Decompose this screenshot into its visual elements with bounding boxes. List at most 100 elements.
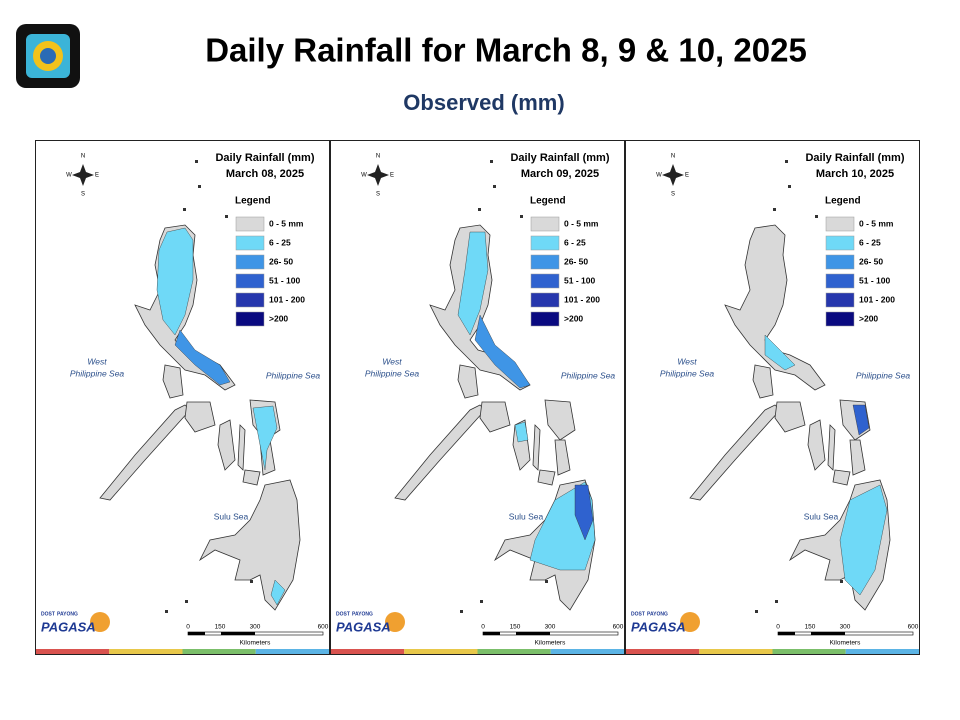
sea-label: Sulu Sea [804,511,839,521]
island [184,401,216,433]
sea-label: Philippine Sea [70,368,125,378]
compass-label: N [81,154,85,160]
scale-bar [221,632,255,635]
compass-rose [367,164,389,186]
logo-name: PAGASA [631,619,686,634]
scale-bar [778,632,795,635]
rainfall-area [574,484,594,541]
rainfall-area [474,314,531,389]
legend-title: Legend [235,196,271,207]
scale-unit: Kilometers [830,640,861,647]
island [689,404,781,501]
legend-swatch [235,216,265,232]
islet [195,160,198,163]
islet [775,600,778,603]
scale-label: 300 [250,624,261,631]
island [237,424,246,471]
islet [840,580,843,583]
scale-unit: Kilometers [535,640,566,647]
legend-label: 51 - 100 [859,275,890,285]
legend-label: 6 - 25 [269,237,291,247]
rainfall-area [270,579,286,606]
compass-label: E [95,173,99,179]
scale-label: 300 [545,624,556,631]
islet [545,580,548,583]
island [457,364,479,399]
logo-agency: DOST [336,611,350,617]
scale-bar [811,632,845,635]
legend-swatch [235,292,265,308]
legend-swatch [235,235,265,251]
islet [490,160,493,163]
rainfall-area [174,329,231,386]
compass-label: E [390,173,394,179]
map-panel: Daily Rainfall (mm) March 09, 2025 N E S W Leg… [330,140,625,655]
compass-label: S [376,192,380,198]
compass-label: N [671,154,675,160]
color-strip [626,649,700,654]
compass-label: W [66,173,72,179]
scale-label: 0 [186,624,190,631]
legend-swatch [530,254,560,270]
logo-mark [385,612,405,632]
pagasa-seal [16,24,80,88]
scale-label: 150 [805,624,816,631]
islet [480,600,483,603]
sea-label: Philippine Sea [365,368,420,378]
legend-title: Legend [825,196,861,207]
sea-label: Sulu Sea [509,511,544,521]
panel-date: March 09, 2025 [521,168,599,180]
sea-label: Philippine Sea [856,370,911,380]
scale-bar [483,632,500,635]
legend-swatch [825,254,855,270]
slide-subtitle: Observed (mm) [403,90,564,115]
island [537,469,556,486]
logo-name: PAGASA [41,619,96,634]
color-strip [699,649,773,654]
rainfall-area [852,404,870,436]
sea-label: West [677,356,697,366]
scale-unit: Kilometers [240,640,271,647]
scale-label: 600 [318,624,329,631]
island [242,469,261,486]
legend-swatch [235,311,265,327]
legend-swatch [825,216,855,232]
panel-heading: Daily Rainfall (mm) [215,152,314,164]
islet [460,610,463,613]
compass-label: S [81,192,85,198]
sea-label: Sulu Sea [214,511,249,521]
scale-label: 600 [908,624,919,631]
islet [225,215,228,218]
sea-label: Philippine Sea [660,368,715,378]
scale-label: 0 [776,624,780,631]
island [99,404,191,501]
panel-heading: Daily Rainfall (mm) [805,152,904,164]
color-strip [404,649,478,654]
island [752,364,774,399]
logo-name: PAGASA [336,619,391,634]
color-strip [182,649,256,654]
island [162,364,184,399]
color-strip [109,649,183,654]
island [849,439,866,476]
island [832,469,851,486]
legend-label: >200 [564,313,583,323]
logo-brand: PAYONG [647,611,668,617]
legend-swatch [530,273,560,289]
rainfall-area [764,334,796,371]
island [724,224,826,391]
legend-swatch [530,216,560,232]
island [827,424,836,471]
rainfall-area [514,421,529,443]
legend-label: 101 - 200 [859,294,895,304]
legend-swatch [825,273,855,289]
rainfall-area [252,405,278,471]
logo-mark [680,612,700,632]
islet [493,185,496,188]
compass-rose [662,164,684,186]
map-panel: Daily Rainfall (mm) March 10, 2025 N E S W Leg… [625,140,920,655]
map-panel: Daily Rainfall (mm) March 08, 2025 N E S W Leg… [35,140,330,655]
legend-label: 101 - 200 [564,294,600,304]
logo-agency: DOST [631,611,645,617]
legend-label: 6 - 25 [564,237,586,247]
